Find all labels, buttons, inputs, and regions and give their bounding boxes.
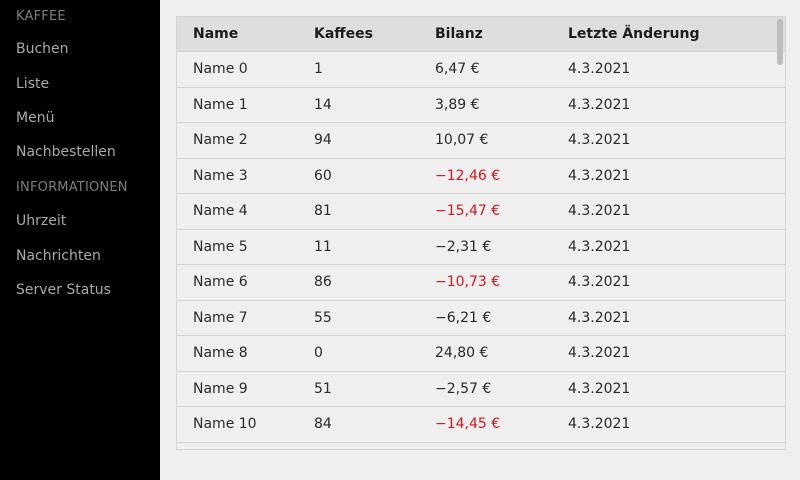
table-row[interactable]: Name 3 60 −12,46 €4.3.2021 — [177, 158, 785, 194]
cell-letzte-aenderung: 4.3.2021 — [568, 122, 785, 159]
table-row[interactable]: Name 1 14 3,89 €4.3.2021 — [177, 87, 785, 123]
cell-kaffees: 84 — [314, 406, 435, 443]
cell-kaffees: 51 — [314, 371, 435, 407]
cell-name: Name 10 — [177, 406, 314, 443]
column-header-name[interactable]: Name — [177, 17, 314, 52]
cell-bilanz: −10,73 € — [435, 264, 568, 301]
section-title-kaffee: KAFFEE — [16, 9, 66, 24]
cell-name: Name 6 — [177, 264, 314, 301]
cell-name: Name 4 — [177, 193, 314, 230]
cell-kaffees: 55 — [314, 300, 435, 336]
table-row[interactable]: Name 2 94 10,07 €4.3.2021 — [177, 122, 785, 159]
cell-letzte-aenderung: 4.3.2021 — [568, 229, 785, 265]
cell-letzte-aenderung: 4.3.2021 — [568, 158, 785, 194]
table-row[interactable]: Name 5 11 −2,31 €4.3.2021 — [177, 229, 785, 265]
nav-item-server-status[interactable]: Server Status — [16, 282, 111, 298]
cell-kaffees: 0 — [314, 335, 435, 372]
nav-item-uhrzeit[interactable]: Uhrzeit — [16, 213, 67, 229]
cell-name: Name 7 — [177, 300, 314, 336]
table-container[interactable]: Name Kaffees Bilanz Letzte Änderung Name… — [176, 16, 786, 450]
cell-bilanz: −2,57 € — [435, 371, 568, 407]
cell-bilanz: −15,47 € — [435, 193, 568, 230]
cell-bilanz: −12,46 € — [435, 158, 568, 194]
nav-item-liste[interactable]: Liste — [16, 76, 50, 92]
column-header-letzte-aenderung[interactable]: Letzte Änderung — [568, 17, 785, 52]
cell-kaffees: 14 — [314, 87, 435, 123]
column-header-bilanz[interactable]: Bilanz — [435, 17, 568, 52]
cell-letzte-aenderung: 4.3.2021 — [568, 87, 785, 123]
nav-item-nachbestellen[interactable]: Nachbestellen — [16, 144, 116, 160]
cell-name: Name 3 — [177, 158, 314, 194]
cell-name: Name 8 — [177, 335, 314, 372]
cell-kaffees: 94 — [314, 122, 435, 159]
cell-bilanz: 6,47 € — [435, 51, 568, 88]
cell-letzte-aenderung: 4.3.2021 — [568, 193, 785, 230]
cell-letzte-aenderung: 4.3.2021 — [568, 371, 785, 407]
cell-kaffees: 86 — [314, 264, 435, 301]
section-title-informationen: INFORMATIONEN — [16, 180, 128, 195]
scrollbar-thumb[interactable] — [777, 19, 783, 65]
table-row[interactable]: Name 0 1 6,47 €4.3.2021 — [177, 51, 785, 88]
cell-bilanz: 10,07 € — [435, 122, 568, 159]
cell-bilanz: −2,31 € — [435, 229, 568, 265]
coffee-list-table: Name Kaffees Bilanz Letzte Änderung Name… — [177, 17, 785, 443]
table-header-row: Name Kaffees Bilanz Letzte Änderung — [177, 17, 785, 52]
main-content: Name Kaffees Bilanz Letzte Änderung Name… — [160, 0, 800, 480]
cell-letzte-aenderung: 4.3.2021 — [568, 335, 785, 372]
cell-bilanz: −14,45 € — [435, 406, 568, 443]
nav-item-nachrichten[interactable]: Nachrichten — [16, 248, 101, 264]
cell-letzte-aenderung: 4.3.2021 — [568, 264, 785, 301]
table-row[interactable]: Name 8 0 24,80 €4.3.2021 — [177, 335, 785, 372]
cell-kaffees: 60 — [314, 158, 435, 194]
cell-name: Name 9 — [177, 371, 314, 407]
nav-item-menu[interactable]: Menü — [16, 110, 55, 126]
sidebar: KAFFEE Buchen Liste Menü Nachbestellen I… — [0, 0, 160, 480]
cell-letzte-aenderung: 4.3.2021 — [568, 51, 785, 88]
table-row[interactable]: Name 7 55 −6,21 €4.3.2021 — [177, 300, 785, 336]
cell-name: Name 0 — [177, 51, 314, 88]
table-row[interactable]: Name 4 81 −15,47 €4.3.2021 — [177, 193, 785, 230]
nav-item-buchen[interactable]: Buchen — [16, 41, 69, 57]
cell-letzte-aenderung: 4.3.2021 — [568, 300, 785, 336]
cell-name: Name 5 — [177, 229, 314, 265]
cell-kaffees: 11 — [314, 229, 435, 265]
table-row[interactable]: Name 6 86 −10,73 €4.3.2021 — [177, 264, 785, 301]
cell-kaffees: 81 — [314, 193, 435, 230]
cell-bilanz: 3,89 € — [435, 87, 568, 123]
cell-kaffees: 1 — [314, 51, 435, 88]
cell-letzte-aenderung: 4.3.2021 — [568, 406, 785, 443]
column-header-kaffees[interactable]: Kaffees — [314, 17, 435, 52]
table-row[interactable]: Name 9 51 −2,57 €4.3.2021 — [177, 371, 785, 407]
cell-name: Name 1 — [177, 87, 314, 123]
table-row[interactable]: Name 10 84 −14,45 €4.3.2021 — [177, 406, 785, 443]
cell-bilanz: −6,21 € — [435, 300, 568, 336]
cell-name: Name 2 — [177, 122, 314, 159]
cell-bilanz: 24,80 € — [435, 335, 568, 372]
